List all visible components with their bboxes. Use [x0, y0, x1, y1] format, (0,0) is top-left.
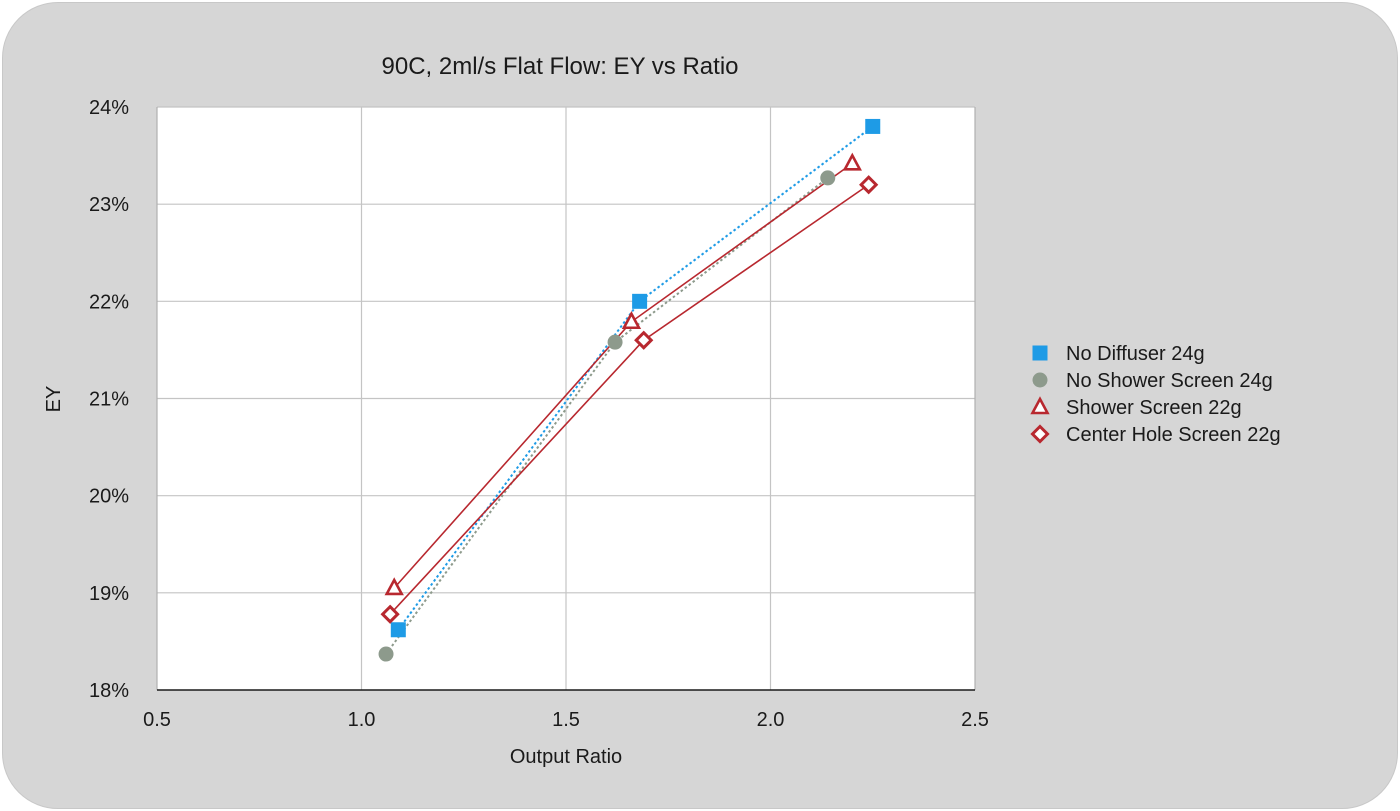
series-1-line-group [397, 125, 874, 631]
series [378, 118, 881, 662]
data-point [634, 330, 654, 350]
y-tick-label: 22% [89, 291, 129, 313]
data-point [859, 175, 879, 195]
legend-item: Center Hole Screen 22g [1030, 424, 1281, 446]
x-axis-label: Output Ratio [510, 746, 622, 768]
x-tick-label: 2.0 [757, 709, 785, 731]
legend-item: No Shower Screen 24g [1032, 370, 1273, 392]
legend-label: No Shower Screen 24g [1066, 370, 1273, 392]
legend-label: Shower Screen 22g [1066, 397, 1242, 419]
legend-marker [1030, 424, 1050, 444]
data-point [380, 604, 400, 624]
series-2-points [378, 170, 836, 662]
x-tick-label: 2.5 [961, 709, 989, 731]
tick-labels: 0.5 1.0 1.5 2.0 2.5 18% 19% 20% 21% 22% 23% 24% [89, 97, 989, 731]
data-point [632, 293, 648, 309]
y-tick-label: 19% [89, 583, 129, 605]
legend: No Diffuser 24g No Shower Screen 24g Showe… [1030, 343, 1281, 446]
x-tick-label: 1.0 [348, 709, 376, 731]
series-1-points [390, 118, 881, 638]
grid [157, 106, 975, 690]
legend-marker [1032, 372, 1048, 388]
y-tick-label: 24% [89, 97, 129, 119]
series-4-points [380, 175, 879, 624]
series-3-points [384, 152, 862, 596]
legend-item: Shower Screen 22g [1030, 396, 1242, 419]
legend-marker [1032, 345, 1048, 361]
y-tick-label: 18% [89, 680, 129, 702]
chart-title: 90C, 2ml/s Flat Flow: EY vs Ratio [382, 53, 739, 80]
data-point [842, 152, 862, 171]
y-tick-label: 23% [89, 194, 129, 216]
data-point [378, 646, 394, 662]
legend-label: No Diffuser 24g [1066, 343, 1205, 365]
legend-item: No Diffuser 24g [1032, 343, 1205, 365]
data-point [820, 170, 836, 186]
x-tick-label: 1.5 [552, 709, 580, 731]
y-tick-label: 21% [89, 389, 129, 411]
y-axis-label: EY [43, 386, 65, 413]
axes [156, 107, 976, 691]
data-point [390, 622, 406, 638]
data-point [865, 118, 881, 134]
data-point [607, 334, 623, 350]
y-tick-label: 20% [89, 486, 129, 508]
legend-label: Center Hole Screen 22g [1066, 424, 1281, 446]
x-tick-label: 0.5 [143, 709, 171, 731]
legend-marker [1030, 396, 1050, 415]
data-point [384, 577, 404, 596]
series-line [397, 125, 874, 631]
data-point [621, 310, 642, 330]
